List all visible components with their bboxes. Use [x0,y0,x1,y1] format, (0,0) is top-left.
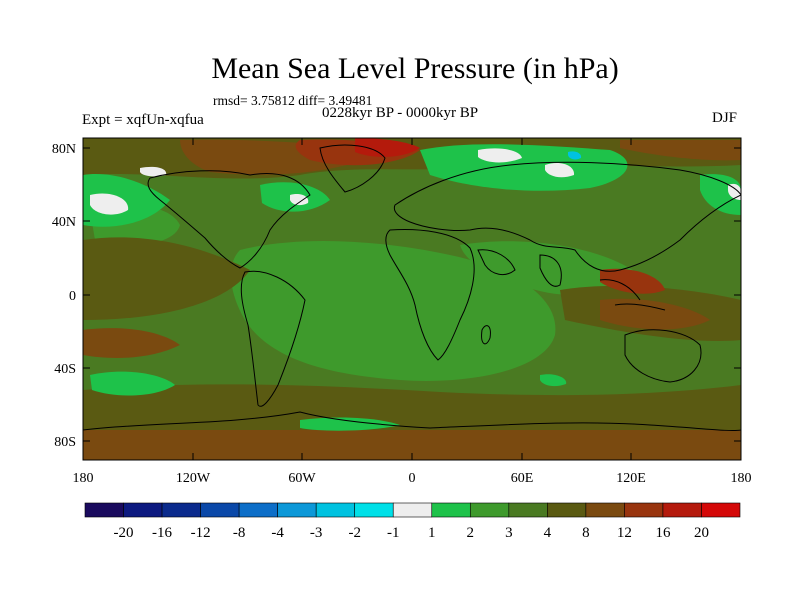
colorbar-swatch [547,502,587,518]
colorbar-swatch [315,502,356,518]
colorbar-swatch [585,502,625,518]
colorbar-label: -4 [271,525,284,541]
colorbar-swatch [354,502,394,518]
colorbar-label: -12 [191,525,211,541]
colorbar-swatch [123,502,163,518]
lat-label-40n: 40N [52,215,76,230]
colorbar-swatch [161,502,201,518]
colorbar: -20 -16 -12 -8 -4 -3 -2 -1 1 2 3 4 8 12 16 20 [84,502,741,541]
pressure-field [83,138,741,460]
colorbar-label: 16 [655,525,671,541]
lat-label-80s: 80S [54,435,76,450]
lon-label-60e: 60E [511,471,534,486]
coastlines [83,144,741,432]
colorbar-swatch [624,502,664,518]
lon-label-0: 0 [409,471,416,486]
period-label: 0228kyr BP - 0000kyr BP [322,105,479,121]
lon-label-180e: 180 [731,471,752,486]
colorbar-label: -3 [310,525,323,541]
colorbar-swatch [392,502,433,518]
map-title: Mean Sea Level Pressure (in hPa) [211,52,619,85]
colorbar-swatch [508,502,548,518]
colorbar-label: -1 [387,525,400,541]
colorbar-swatch [84,502,124,518]
lon-label-120w: 120W [176,471,211,486]
colorbar-label: 20 [694,525,709,541]
lat-label-0: 0 [69,289,76,304]
colorbar-swatch [431,502,471,518]
lon-label-180w: 180 [73,471,94,486]
colorbar-swatch [238,502,278,518]
colorbar-label: -8 [233,525,246,541]
colorbar-label: 1 [428,525,436,541]
lat-label-80n: 80N [52,142,76,157]
colorbar-swatch [701,502,741,518]
colorbar-label: 4 [544,525,552,541]
colorbar-label: 3 [505,525,513,541]
axis-ticks [83,138,741,460]
colorbar-label: 8 [582,525,590,541]
colorbar-label: -2 [348,525,361,541]
lon-label-60w: 60W [288,471,316,486]
stats-line: rmsd= 3.75812 diff= 3.49481 [213,93,373,108]
season-label: DJF [712,110,738,126]
colorbar-label: -20 [114,525,134,541]
colorbar-swatch [277,502,317,518]
colorbar-swatch [662,502,702,518]
colorbar-label: -16 [152,525,172,541]
colorbar-swatch [469,502,510,518]
colorbar-label: 12 [617,525,632,541]
colorbar-label: 2 [467,525,475,541]
experiment-label: Expt = xqfUn-xqfua [82,112,204,128]
lat-label-40s: 40S [54,362,76,377]
lon-label-120e: 120E [616,471,646,486]
colorbar-swatch [200,502,240,518]
